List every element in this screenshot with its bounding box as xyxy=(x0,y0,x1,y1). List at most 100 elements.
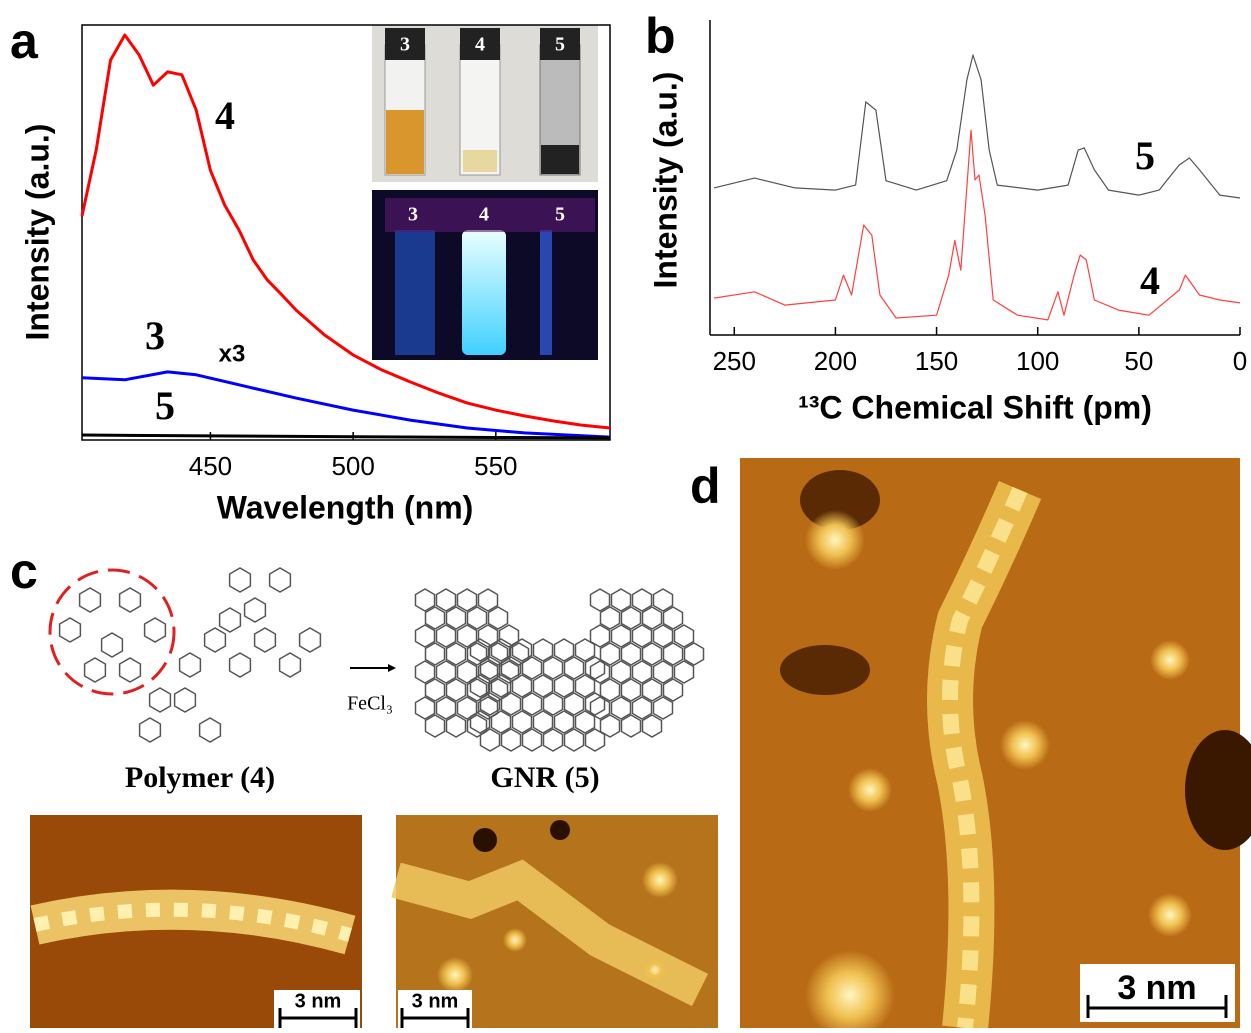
ring xyxy=(416,589,435,611)
ring xyxy=(643,643,662,665)
ring xyxy=(664,643,683,665)
ring xyxy=(622,607,641,629)
ring xyxy=(555,711,574,733)
ring xyxy=(447,715,466,737)
ring xyxy=(565,693,584,715)
series-label: 5 xyxy=(1135,133,1155,178)
structures xyxy=(60,568,704,751)
ring xyxy=(220,608,241,632)
ring xyxy=(502,693,521,715)
ring xyxy=(555,639,574,661)
ring xyxy=(586,657,605,679)
ring xyxy=(565,729,584,751)
series-label: 3 xyxy=(145,313,165,358)
x-tick-label: 250 xyxy=(713,346,756,376)
y-axis-label: Intensity (a.u.) xyxy=(647,72,683,289)
x-tick-label: 50 xyxy=(1124,346,1153,376)
ring xyxy=(654,589,673,611)
scale-bar-label: 3 nm xyxy=(295,990,342,1012)
ring xyxy=(120,588,141,612)
ring xyxy=(654,661,673,683)
ring xyxy=(612,625,631,647)
panel-label: c xyxy=(10,543,38,599)
ring xyxy=(544,729,563,751)
ring xyxy=(664,607,683,629)
ring xyxy=(205,628,226,652)
ring xyxy=(150,688,171,712)
ring xyxy=(612,697,631,719)
ring xyxy=(544,657,563,679)
x-tick-label: 200 xyxy=(814,346,857,376)
vial-label: 4 xyxy=(475,34,485,56)
series-line xyxy=(82,435,610,438)
ring xyxy=(230,653,251,677)
x-tick-label: 450 xyxy=(189,451,232,481)
vial-label: 3 xyxy=(400,34,410,56)
ring xyxy=(426,715,445,737)
ring xyxy=(270,568,291,592)
ring xyxy=(622,679,641,701)
ring xyxy=(612,589,631,611)
scale-bar-label: 3 nm xyxy=(1117,969,1196,1007)
ring xyxy=(565,657,584,679)
ring xyxy=(458,661,477,683)
ring xyxy=(426,679,445,701)
ring xyxy=(586,729,605,751)
ring xyxy=(180,653,201,677)
ring xyxy=(544,693,563,715)
ring xyxy=(576,675,595,697)
ring xyxy=(60,618,81,642)
ring xyxy=(591,589,610,611)
ring xyxy=(458,589,477,611)
ring xyxy=(437,697,456,719)
ring xyxy=(280,653,301,677)
ring xyxy=(685,643,704,665)
x-axis-label: Wavelength (nm) xyxy=(217,489,474,525)
ring xyxy=(675,661,694,683)
vial-label: 4 xyxy=(479,204,489,226)
ring xyxy=(255,628,276,652)
x-axis-label: ¹³C Chemical Shift (pm) xyxy=(798,389,1152,425)
y-axis-label: Intensity (a.u.) xyxy=(19,124,55,341)
x-tick-label: 150 xyxy=(915,346,958,376)
reagent: FeCl₃ xyxy=(347,693,393,715)
ring xyxy=(479,589,498,611)
ring xyxy=(245,598,266,622)
ring xyxy=(300,628,321,652)
ring xyxy=(447,607,466,629)
series-label: 5 xyxy=(155,383,175,428)
ring xyxy=(437,589,456,611)
ring xyxy=(140,718,161,742)
ring xyxy=(612,661,631,683)
ring xyxy=(416,661,435,683)
ring xyxy=(643,607,662,629)
annotation: x3 xyxy=(219,340,246,367)
ring xyxy=(654,625,673,647)
vial-label: 3 xyxy=(408,204,418,226)
ring xyxy=(145,618,166,642)
ring xyxy=(643,679,662,701)
ring xyxy=(481,729,500,751)
figure: 3 nm 3 nm 3 nm a b c d 3 4 5 3 4 5 FeCl₃… xyxy=(0,0,1251,1028)
series-line xyxy=(714,130,1240,320)
ring xyxy=(416,625,435,647)
x-tick-label: 550 xyxy=(474,451,517,481)
ring xyxy=(586,693,605,715)
x-tick-label: 100 xyxy=(1016,346,1059,376)
x-tick-label: 0 xyxy=(1233,346,1247,376)
ring xyxy=(513,675,532,697)
vial-label: 5 xyxy=(555,34,565,56)
ring xyxy=(654,697,673,719)
panel-label: a xyxy=(10,13,39,69)
ring xyxy=(622,643,641,665)
ring xyxy=(489,607,508,629)
ring xyxy=(437,625,456,647)
ring xyxy=(523,657,542,679)
ring xyxy=(513,711,532,733)
ring xyxy=(601,607,620,629)
ring xyxy=(416,697,435,719)
ring xyxy=(576,639,595,661)
vial-label: 5 xyxy=(555,204,565,226)
ring xyxy=(426,643,445,665)
ring xyxy=(468,607,487,629)
